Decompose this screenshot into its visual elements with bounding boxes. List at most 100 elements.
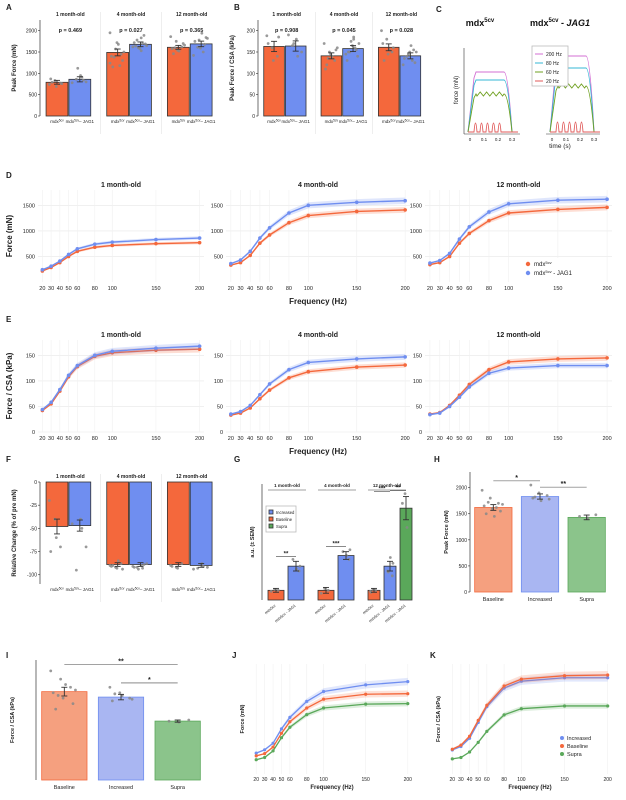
data-point bbox=[412, 48, 416, 52]
series-point-increased bbox=[406, 680, 410, 684]
x-tick-label-E: 100 bbox=[108, 436, 117, 442]
series-point-jag bbox=[66, 373, 71, 378]
series-point-increased bbox=[305, 699, 309, 704]
y-axis-A-tick-label: 1500 bbox=[26, 50, 37, 56]
x-tick-label-E: 20 bbox=[228, 436, 234, 442]
x-tick-label-I: Baseline bbox=[54, 785, 75, 791]
series-point-supra bbox=[288, 725, 292, 729]
bar-F-1 bbox=[189, 481, 213, 566]
panel-title-E: 12 month-old bbox=[497, 332, 541, 339]
series-point-baseline bbox=[305, 706, 309, 710]
y-axis-A-tick-label: 1000 bbox=[26, 71, 37, 77]
panel-letter-K: K bbox=[430, 651, 436, 660]
x-tick-label-J: 20 bbox=[253, 777, 259, 783]
x-tick-label-B: mdx5cv bbox=[267, 118, 281, 124]
series-point-jag bbox=[197, 344, 202, 348]
series-point-mdx bbox=[287, 220, 291, 225]
p-value-B: p = 0.045 bbox=[332, 28, 355, 34]
series-point-increased bbox=[364, 683, 368, 687]
trace-3-jag bbox=[550, 121, 600, 133]
data-point bbox=[547, 497, 551, 501]
sig-label-H: ** bbox=[561, 481, 567, 488]
data-point bbox=[578, 514, 581, 518]
title-left: mdx5cv bbox=[466, 18, 495, 28]
data-point bbox=[108, 31, 112, 35]
y-axis-A-tick-label: 500 bbox=[29, 93, 38, 99]
data-point bbox=[173, 46, 177, 50]
data-point bbox=[324, 67, 327, 71]
series-point-jag bbox=[75, 246, 80, 251]
series-point-jag bbox=[267, 382, 272, 386]
series-point-jag bbox=[354, 200, 359, 205]
data-point bbox=[170, 47, 174, 50]
data-point bbox=[145, 562, 149, 565]
sig-label-G: ** bbox=[396, 486, 401, 492]
data-point bbox=[344, 52, 348, 56]
x-tick-label-A: mdx5cv bbox=[50, 118, 64, 124]
panel-letter-G: G bbox=[234, 455, 240, 464]
data-point bbox=[334, 48, 338, 52]
data-point bbox=[357, 42, 361, 45]
sig-label-I: ** bbox=[118, 658, 124, 665]
data-point bbox=[298, 564, 302, 568]
x-tick-label-C: 0.2 bbox=[495, 137, 502, 142]
x-tick-label-D: 20 bbox=[39, 286, 45, 292]
ci-band-mdx bbox=[42, 241, 200, 272]
panel-letter-B: B bbox=[234, 3, 240, 12]
bar-B-1 bbox=[342, 48, 364, 117]
x-tick-label-J: 80 bbox=[304, 777, 310, 783]
series-point-jag bbox=[487, 210, 491, 214]
data-point bbox=[74, 688, 77, 692]
x-tick-label-D: 20 bbox=[228, 286, 234, 292]
data-point bbox=[121, 567, 124, 571]
x-tick-label-E: 50 bbox=[257, 436, 263, 442]
data-point bbox=[115, 566, 119, 570]
data-point bbox=[300, 50, 304, 54]
ci-band-jag bbox=[42, 236, 200, 271]
data-point bbox=[381, 42, 385, 45]
data-point bbox=[167, 719, 171, 723]
data-point bbox=[594, 513, 598, 517]
series-point-supra bbox=[562, 704, 567, 708]
ci-band-jag bbox=[42, 342, 200, 411]
series-point-increased bbox=[321, 689, 326, 694]
data-point bbox=[347, 50, 350, 54]
x-tick-label-J: 30 bbox=[262, 777, 268, 783]
x-tick-label-C: 0.3 bbox=[509, 137, 516, 142]
series-point-mdx bbox=[556, 357, 560, 361]
series-point-jag bbox=[75, 363, 80, 368]
legend-swatch-D bbox=[525, 270, 531, 276]
legend-label-C: 60 Hz bbox=[546, 70, 560, 76]
data-point bbox=[382, 59, 386, 62]
series-point-jag bbox=[49, 400, 53, 405]
data-point bbox=[119, 52, 123, 56]
data-point bbox=[539, 499, 543, 503]
p-value-A: p = 0.469 bbox=[59, 28, 82, 34]
series-point-mdx bbox=[457, 241, 462, 245]
group-title-F: 1 month-old bbox=[56, 474, 85, 480]
data-point bbox=[266, 42, 270, 45]
data-point bbox=[291, 44, 294, 47]
x-tick-label-B: mdx5cv– JAG1 bbox=[339, 118, 368, 124]
series-point-mdx bbox=[487, 367, 491, 372]
ci-band-mdx bbox=[429, 204, 608, 266]
y-tick-label-E: 0 bbox=[32, 430, 35, 436]
x-tick-label-E: 30 bbox=[237, 436, 243, 442]
bar-I-1 bbox=[97, 696, 145, 781]
y-axis-label-E: Force / CSA (kPa) bbox=[5, 352, 14, 419]
series-point-jag bbox=[467, 225, 472, 229]
series-point-jag bbox=[154, 237, 158, 242]
data-point bbox=[533, 495, 537, 499]
x-tick-label-D: 150 bbox=[352, 286, 361, 292]
data-point bbox=[347, 558, 351, 561]
y-axis-label-D: Force (mN) bbox=[5, 215, 14, 258]
sig-label-G: *** bbox=[332, 542, 340, 548]
data-point bbox=[192, 54, 195, 57]
panel-title-E: 4 month-old bbox=[298, 332, 338, 339]
x-tick-label-K: 200 bbox=[604, 777, 613, 783]
data-point bbox=[172, 52, 175, 56]
panel-letter-I: I bbox=[6, 651, 8, 660]
data-point bbox=[486, 500, 490, 504]
group-title-B: 12 month-old bbox=[386, 12, 417, 18]
series-point-jag bbox=[248, 403, 253, 408]
